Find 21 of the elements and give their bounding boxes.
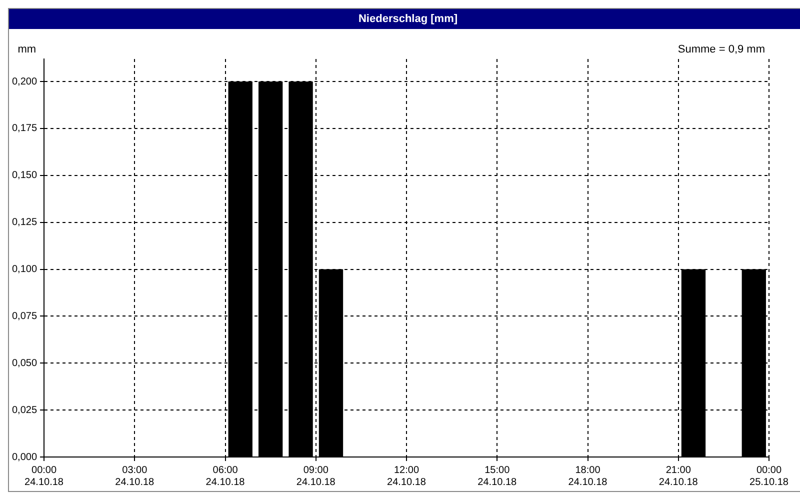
y-tick-label: 0,150 [12, 170, 38, 182]
x-tick-label: 21:00 24.10.18 [658, 464, 698, 488]
y-tick-label: 0,175 [12, 123, 38, 134]
y-tick-label: 0,025 [12, 404, 38, 416]
text: Summe = 0,9 mm [678, 44, 765, 56]
chart-title: Niederschlag [mm] [9, 9, 800, 29]
x-tick-label: 03:00 24.10.18 [115, 464, 155, 488]
y-axis-title: mm [18, 44, 36, 56]
x-tick-label: 09:00 24.10.18 [296, 464, 336, 488]
y-tick-label: 0,125 [12, 217, 38, 228]
y-tick-label: 0,075 [12, 310, 38, 322]
x-tick-label: 18:00 24.10.18 [568, 464, 608, 488]
x-tick-label: 15:00 24.10.18 [478, 464, 518, 488]
y-tick-label: 0,200 [12, 76, 38, 88]
y-tick-label: 0,000 [12, 452, 38, 463]
y-tick-label: 0,050 [12, 358, 38, 369]
x-tick-label: 12:00 24.10.18 [387, 464, 426, 488]
x-tick-label: 06:00 24.10.18 [206, 464, 246, 488]
x-tick-label: 00:00 25.10.18 [750, 464, 789, 488]
x-tick-label: 00:00 24.10.18 [24, 464, 64, 488]
y-tick-label: 0,100 [12, 264, 38, 276]
